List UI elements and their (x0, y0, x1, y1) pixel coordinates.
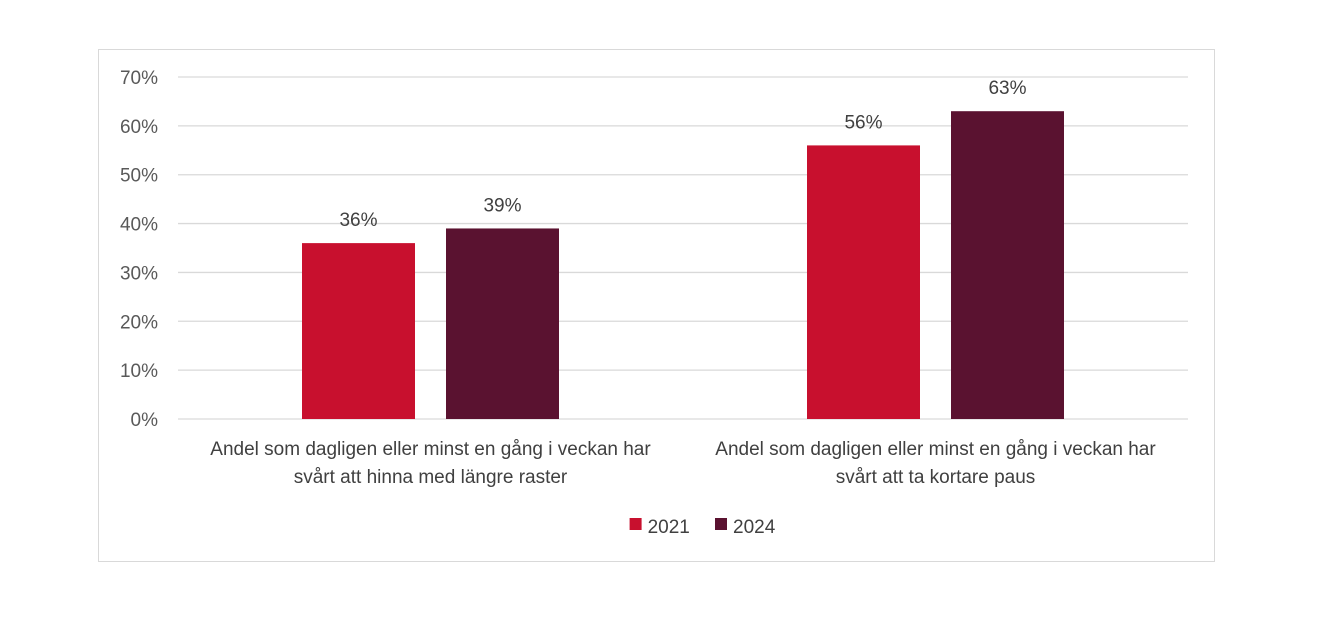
y-tick-label: 10% (120, 361, 158, 382)
x-category-label: svårt att ta kortare paus (836, 467, 1036, 488)
bar (446, 228, 559, 419)
x-category-label: Andel som dagligen eller minst en gång i… (715, 439, 1156, 460)
bar (302, 243, 415, 419)
data-label: 39% (483, 195, 521, 216)
x-category-label: Andel som dagligen eller minst en gång i… (210, 439, 651, 460)
legend-swatch (715, 518, 727, 530)
y-tick-label: 70% (120, 68, 158, 89)
data-label: 56% (844, 112, 882, 133)
bar (951, 111, 1064, 419)
y-tick-label: 50% (120, 166, 158, 187)
legend-swatch (629, 518, 642, 530)
bar (807, 145, 920, 419)
y-tick-label: 40% (120, 215, 158, 236)
y-tick-label: 30% (120, 263, 158, 284)
data-label: 36% (339, 210, 377, 231)
y-tick-label: 0% (131, 410, 159, 431)
legend-label: 2024 (733, 517, 776, 538)
data-label: 63% (988, 78, 1026, 99)
y-tick-label: 60% (120, 117, 158, 138)
y-tick-label: 20% (120, 312, 158, 333)
legend-label: 2021 (648, 517, 690, 538)
x-category-label: svårt att hinna med längre raster (294, 467, 568, 488)
